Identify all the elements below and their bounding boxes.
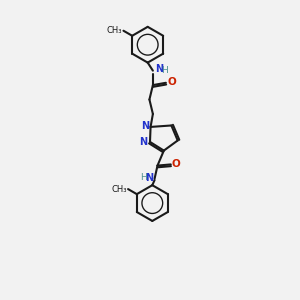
Text: N: N [155,64,163,74]
Text: CH₃: CH₃ [106,26,122,35]
Text: O: O [172,159,181,170]
Text: CH₃: CH₃ [111,184,127,194]
Text: H: H [161,67,168,76]
Text: H: H [140,172,146,182]
Text: N: N [145,173,153,183]
Text: O: O [167,77,176,88]
Text: N: N [140,137,148,148]
Text: N: N [141,121,149,131]
